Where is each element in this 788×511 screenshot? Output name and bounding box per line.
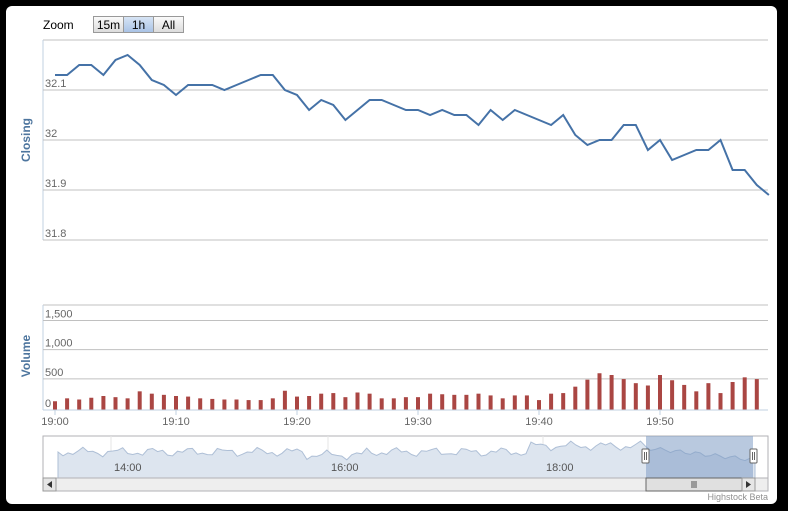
volume-bar xyxy=(452,394,457,410)
volume-bar xyxy=(561,393,566,410)
volume-bar xyxy=(113,397,118,410)
volume-bar xyxy=(149,393,154,410)
volume-bar xyxy=(670,380,675,410)
navigator-right-handle[interactable] xyxy=(749,448,758,464)
time-tick-label: 19:40 xyxy=(525,416,553,428)
volume-bar xyxy=(524,395,529,410)
navigator-left-handle[interactable] xyxy=(641,448,650,464)
closing-price-line xyxy=(55,53,770,196)
volume-bar xyxy=(379,398,384,410)
price-axis-title: Closing xyxy=(19,118,33,162)
volume-bar xyxy=(174,396,178,410)
volume-bar xyxy=(645,385,650,410)
volume-bar xyxy=(573,386,578,410)
volume-bar xyxy=(706,383,711,410)
time-axis: 19:00 19:10 19:20 19:30 19:40 19:50 xyxy=(41,410,674,428)
chart-frame: Zoom 15m 1h All 31.8 31.9 32 32.1 Closing 0… xyxy=(6,6,777,504)
time-tick-label: 19:00 xyxy=(41,416,69,428)
volume-bar xyxy=(403,397,408,410)
volume-bar xyxy=(512,395,517,410)
volume-bar xyxy=(682,384,687,410)
price-tick-label: 32.1 xyxy=(45,78,66,90)
volume-bar xyxy=(125,398,130,410)
time-tick-label: 19:10 xyxy=(162,416,190,428)
volume-tick-label: 1,500 xyxy=(45,309,73,321)
volume-bar xyxy=(101,396,106,410)
volume-bar xyxy=(440,394,445,410)
volume-bar xyxy=(355,392,360,410)
volume-bar xyxy=(307,396,312,410)
volume-bar xyxy=(282,390,287,410)
volume-bar xyxy=(367,393,372,410)
scrollbar[interactable] xyxy=(42,477,769,492)
zoom-15m-button[interactable]: 15m xyxy=(93,16,124,33)
volume-bar xyxy=(464,394,469,410)
scroll-left-arrow-icon xyxy=(47,481,52,488)
volume-bar xyxy=(537,400,541,410)
volume-bar xyxy=(65,398,70,410)
volume-axis-title: Volume xyxy=(19,334,33,377)
price-tick-label: 32 xyxy=(45,128,57,140)
volume-bar xyxy=(585,379,590,410)
volume-bar xyxy=(694,391,699,410)
volume-bar xyxy=(137,391,142,410)
volume-bar xyxy=(476,393,481,410)
volume-bar xyxy=(621,379,626,410)
volume-bar xyxy=(210,398,215,410)
volume-bar xyxy=(246,400,251,410)
zoom-all-button[interactable]: All xyxy=(153,16,184,33)
volume-bar xyxy=(161,394,166,410)
volume-bar xyxy=(186,396,191,410)
volume-bar xyxy=(270,398,275,410)
volume-bar xyxy=(53,401,57,410)
time-tick-label: 19:50 xyxy=(646,416,674,428)
volume-bar xyxy=(500,398,505,410)
volume-bar xyxy=(742,377,747,410)
navigator-tick-label: 14:00 xyxy=(114,462,142,474)
volume-bar xyxy=(754,379,759,410)
credits: Highstock Beta xyxy=(707,492,768,502)
volume-bar xyxy=(258,400,263,410)
volume-bar xyxy=(609,375,614,410)
volume-bar xyxy=(718,393,723,410)
volume-bar xyxy=(416,397,420,410)
volume-bar xyxy=(730,382,735,410)
volume-bar xyxy=(295,396,299,410)
navigator-selected-range[interactable] xyxy=(646,436,753,478)
volume-bar xyxy=(391,398,396,410)
price-panel: 31.8 31.9 32 32.1 Closing xyxy=(19,39,770,241)
volume-bar xyxy=(658,375,662,410)
volume-tick-label: 1,000 xyxy=(45,338,73,350)
volume-bar xyxy=(633,383,638,410)
navigator-tick-label: 16:00 xyxy=(331,462,359,474)
zoom-label: Zoom xyxy=(43,18,74,32)
navigator: 14:00 16:00 18:00 xyxy=(42,435,769,479)
volume-bar xyxy=(77,399,82,410)
volume-bar xyxy=(428,393,433,410)
volume-bar xyxy=(222,399,227,410)
volume-tick-label: 500 xyxy=(45,367,63,379)
volume-tick-label: 0 xyxy=(45,398,51,410)
volume-bar xyxy=(331,393,336,410)
volume-bar xyxy=(343,397,348,410)
price-tick-label: 31.9 xyxy=(45,178,66,190)
price-tick-label: 31.8 xyxy=(45,228,66,240)
volume-panel: 0 500 1,000 1,500 Volume xyxy=(19,304,768,411)
stock-chart: 31.8 31.9 32 32.1 Closing 0 500 1,000 1,500 Vo… xyxy=(19,39,770,502)
scroll-right-arrow-icon xyxy=(746,481,751,488)
time-tick-label: 19:30 xyxy=(404,416,432,428)
navigator-tick-label: 18:00 xyxy=(546,462,574,474)
time-tick-label: 19:20 xyxy=(283,416,311,428)
volume-bar xyxy=(89,397,94,410)
volume-bar xyxy=(597,373,602,410)
volume-bar xyxy=(319,393,324,410)
volume-bar xyxy=(198,398,203,410)
volume-bar xyxy=(549,393,554,410)
volume-bar xyxy=(234,399,239,410)
volume-bar xyxy=(488,395,493,410)
